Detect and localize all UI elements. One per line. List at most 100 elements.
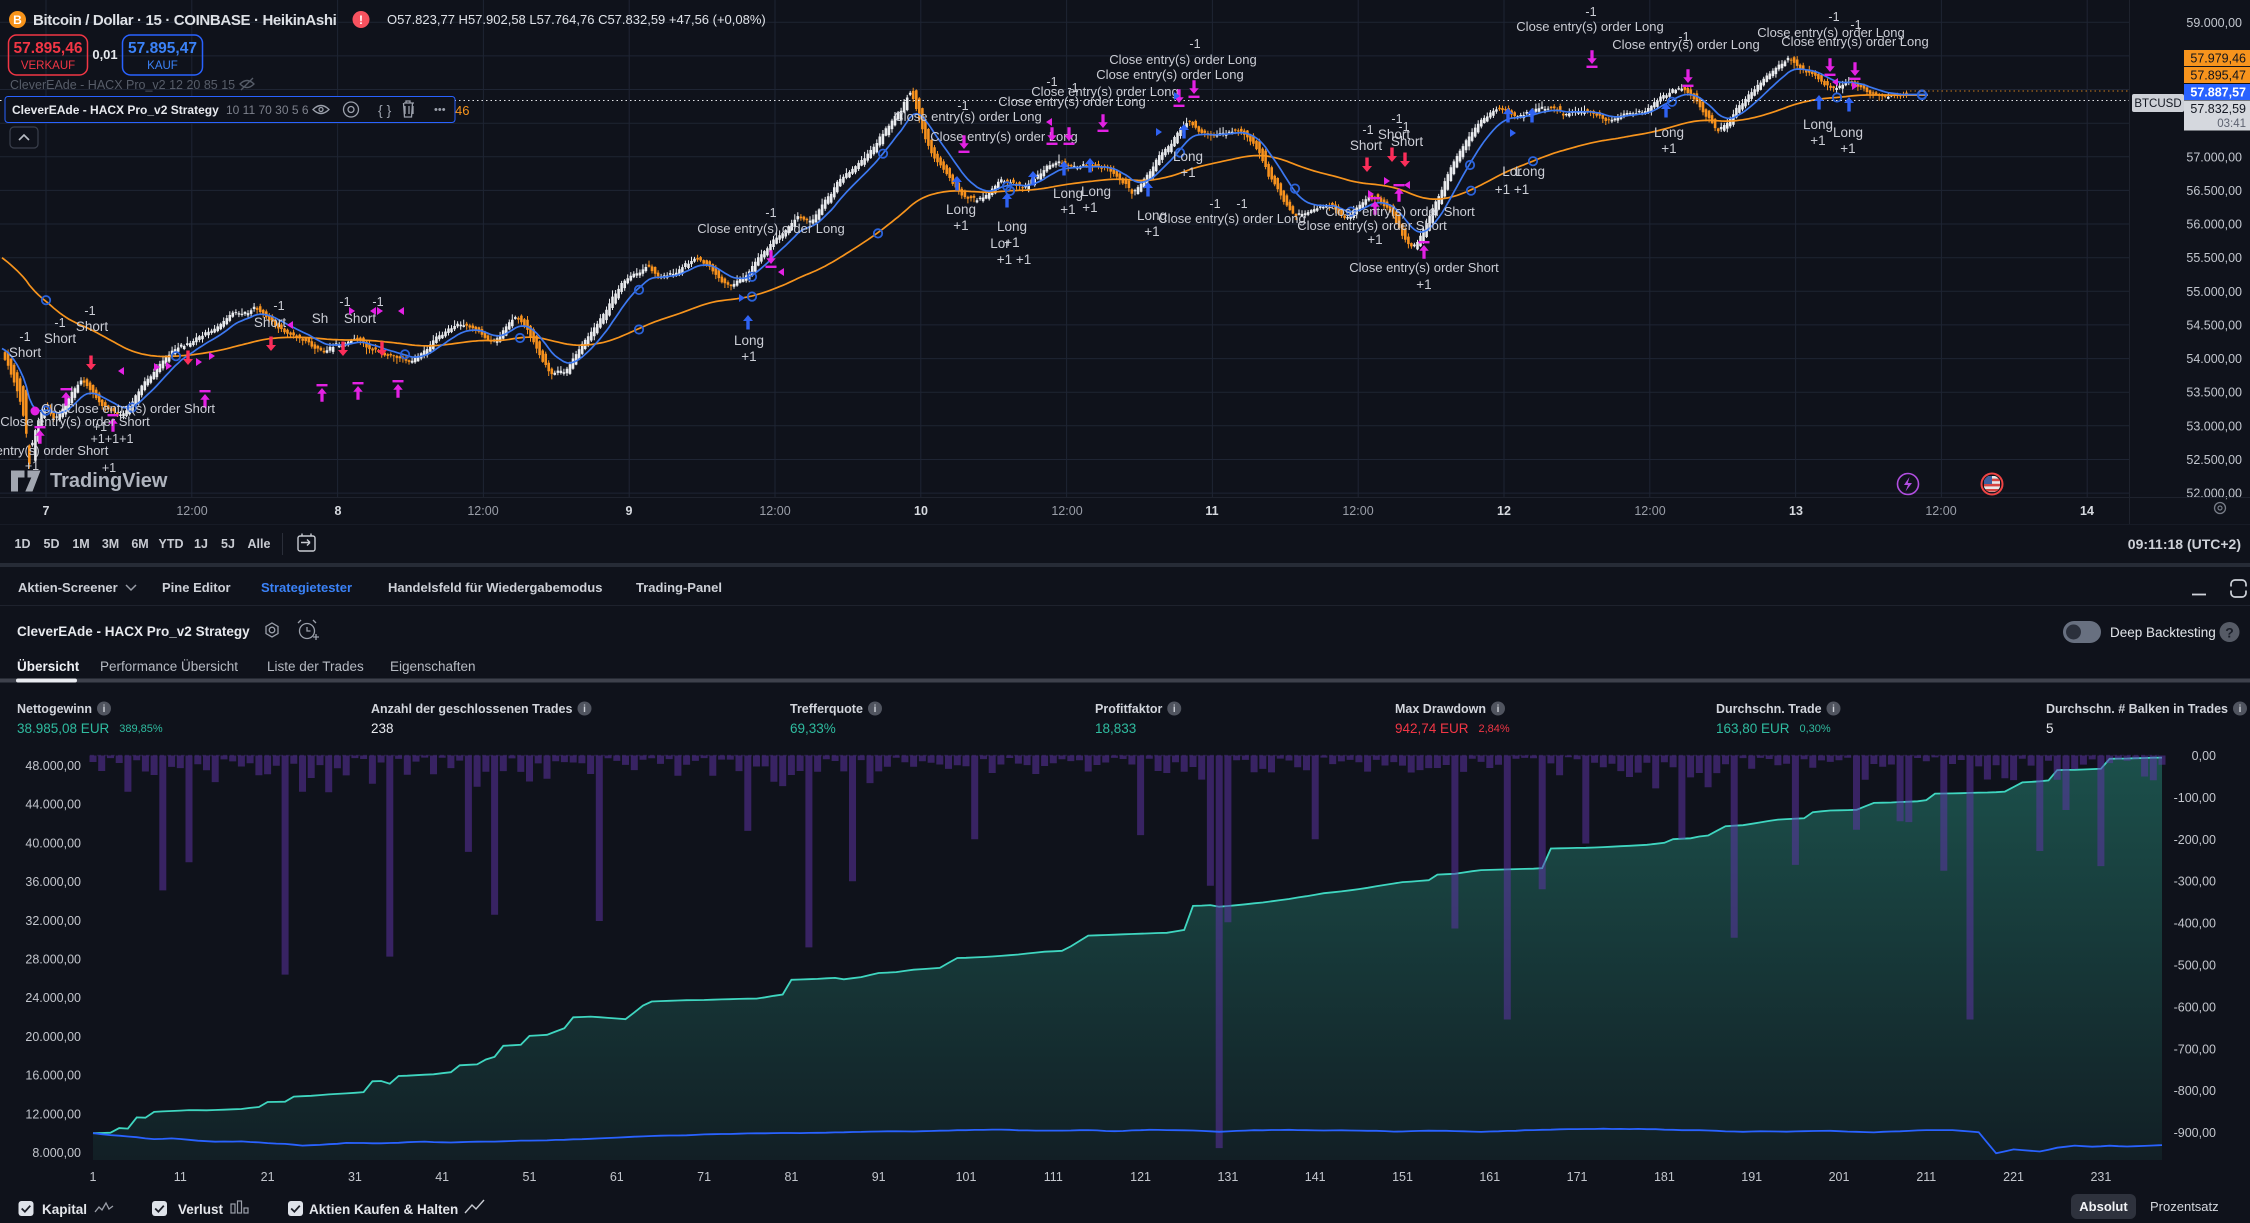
- svg-text:-500,00: -500,00: [2174, 959, 2216, 973]
- svg-text:38.985,08 EUR: 38.985,08 EUR: [17, 721, 110, 736]
- svg-text:12:00: 12:00: [1634, 504, 1665, 518]
- svg-text:7: 7: [43, 504, 50, 518]
- svg-text:Übersicht: Übersicht: [17, 659, 80, 674]
- svg-text:Liste der Trades: Liste der Trades: [267, 659, 364, 674]
- svg-text:+1: +1: [1840, 141, 1855, 156]
- svg-text:+1: +1: [1180, 165, 1195, 180]
- svg-text:5J: 5J: [221, 537, 235, 551]
- svg-text:-1: -1: [1828, 10, 1839, 24]
- svg-text:91: 91: [872, 1170, 886, 1184]
- svg-text:i: i: [1173, 704, 1176, 715]
- svg-text:-1: -1: [339, 295, 350, 309]
- svg-text:Long: Long: [1173, 149, 1203, 164]
- svg-text:16.000,00: 16.000,00: [25, 1069, 81, 1083]
- svg-text:56.500,00: 56.500,00: [2186, 184, 2242, 198]
- svg-text:24.000,00: 24.000,00: [25, 991, 81, 1005]
- svg-text:191: 191: [1741, 1170, 1762, 1184]
- svg-text:Strategietester: Strategietester: [261, 580, 352, 595]
- svg-text:-1: -1: [273, 299, 284, 313]
- svg-text:81: 81: [784, 1170, 798, 1184]
- svg-text:CleverEAde - HACX Pro_v2 Strat: CleverEAde - HACX Pro_v2 Strategy: [17, 624, 250, 639]
- svg-text:O57.823,77 H57.902,58 L57.764,: O57.823,77 H57.902,58 L57.764,76 C57.832…: [387, 12, 766, 27]
- svg-text:Close entry(s) order Long: Close entry(s) order Long: [1158, 211, 1305, 226]
- svg-text:71: 71: [697, 1170, 711, 1184]
- svg-text:+1: +1: [953, 218, 968, 233]
- svg-text:Close entry(s) order Long: Close entry(s) order Long: [1516, 19, 1663, 34]
- svg-text:10: 10: [914, 504, 928, 518]
- svg-text:Long: Long: [1803, 117, 1833, 132]
- svg-text:-1: -1: [54, 316, 65, 330]
- svg-text:11: 11: [1205, 504, 1218, 518]
- svg-text:Short: Short: [1378, 127, 1411, 142]
- svg-text:KAUF: KAUF: [147, 60, 178, 72]
- svg-text:36.000,00: 36.000,00: [25, 875, 81, 889]
- svg-text:12:00: 12:00: [467, 504, 498, 518]
- svg-text:121: 121: [1130, 1170, 1151, 1184]
- svg-text:Short: Short: [1391, 134, 1424, 149]
- svg-text:Lor: Lor: [990, 236, 1010, 251]
- svg-text:Aktien-Screener: Aktien-Screener: [18, 580, 118, 595]
- svg-text:111: 111: [1044, 1170, 1063, 1184]
- svg-text:09:11:18 (UTC+2): 09:11:18 (UTC+2): [2128, 536, 2241, 552]
- svg-text:1J: 1J: [194, 537, 208, 551]
- svg-text:69,33%: 69,33%: [790, 721, 836, 736]
- svg-text:Long: Long: [997, 219, 1027, 234]
- svg-text:+1: +1: [741, 349, 756, 364]
- svg-text:1M: 1M: [72, 537, 89, 551]
- svg-text:+1: +1: [1004, 235, 1019, 250]
- svg-text:Long: Long: [946, 202, 976, 217]
- svg-text:i: i: [1832, 704, 1835, 715]
- svg-text:-300,00: -300,00: [2174, 875, 2216, 889]
- svg-text:131: 131: [1217, 1170, 1238, 1184]
- svg-text:31: 31: [348, 1170, 362, 1184]
- svg-text:10 11 70 30 5 6: 10 11 70 30 5 6: [226, 103, 309, 117]
- svg-text:-1: -1: [1046, 75, 1057, 89]
- svg-text:-1: -1: [957, 99, 968, 113]
- svg-text:0,01: 0,01: [92, 47, 117, 62]
- svg-text:Close entry(s) order Long: Close entry(s) order Long: [1781, 34, 1928, 49]
- svg-text:Pine Editor: Pine Editor: [162, 580, 231, 595]
- svg-text:57.000,00: 57.000,00: [2186, 150, 2242, 164]
- svg-text:Bitcoin / Dollar · 15 · COINBA: Bitcoin / Dollar · 15 · COINBASE · Heiki…: [33, 12, 337, 29]
- svg-text:-400,00: -400,00: [2174, 917, 2216, 931]
- svg-text:48.000,00: 48.000,00: [25, 759, 81, 773]
- svg-text:+1: +1: [1082, 200, 1097, 215]
- svg-text:Close entry(s) order Short: Close entry(s) order Short: [0, 414, 150, 429]
- svg-text:Close entry(s) order Long: Close entry(s) order Long: [1096, 67, 1243, 82]
- svg-text:51: 51: [523, 1170, 537, 1184]
- svg-text:+1 +1: +1 +1: [997, 252, 1032, 267]
- svg-text:8.000,00: 8.000,00: [32, 1146, 81, 1160]
- svg-text:ClClClose entry(s) order Short: ClClClose entry(s) order Short: [41, 401, 215, 416]
- svg-text:Sh: Sh: [312, 311, 329, 326]
- svg-text:i: i: [583, 704, 586, 715]
- svg-text:Close entry(s) order Short: Close entry(s) order Short: [1349, 260, 1499, 275]
- svg-text:-1: -1: [1209, 197, 1220, 211]
- svg-text:CleverEAde - HACX Pro_v2 Strat: CleverEAde - HACX Pro_v2 Strategy: [12, 103, 219, 117]
- svg-text:12:00: 12:00: [759, 504, 790, 518]
- svg-text:53.000,00: 53.000,00: [2186, 419, 2242, 433]
- svg-text:181: 181: [1654, 1170, 1675, 1184]
- svg-text:20.000,00: 20.000,00: [25, 1030, 81, 1044]
- svg-text:Eigenschaften: Eigenschaften: [390, 659, 476, 674]
- svg-text:Long: Long: [1137, 208, 1167, 223]
- svg-text:Prozentsatz: Prozentsatz: [2150, 1199, 2219, 1214]
- svg-text:-100,00: -100,00: [2174, 791, 2216, 805]
- svg-text:-1: -1: [19, 330, 30, 344]
- svg-text:+1 +1: +1 +1: [1495, 182, 1530, 197]
- svg-text:Profitfaktor: Profitfaktor: [1095, 702, 1163, 716]
- svg-text:-1: -1: [1362, 123, 1373, 137]
- svg-text:YTD: YTD: [159, 537, 184, 551]
- svg-text:Close entry(s) order Long: Close entry(s) order Long: [930, 129, 1077, 144]
- svg-text:Lor: Lor: [1502, 164, 1522, 179]
- svg-text:-1: -1: [1067, 81, 1078, 95]
- svg-text:0,00: 0,00: [2192, 749, 2216, 763]
- svg-text:Long: Long: [1515, 164, 1545, 179]
- svg-text:44.000,00: 44.000,00: [25, 798, 81, 812]
- svg-text:101: 101: [956, 1170, 977, 1184]
- svg-text:Short: Short: [76, 319, 109, 334]
- svg-text:57.979,46: 57.979,46: [2190, 52, 2246, 66]
- svg-text:Trading-Panel: Trading-Panel: [636, 580, 722, 595]
- svg-text:Close entry(s) order Long: Close entry(s) order Long: [1109, 52, 1256, 67]
- svg-text:Kapital: Kapital: [42, 1202, 87, 1217]
- svg-text:12:00: 12:00: [176, 504, 207, 518]
